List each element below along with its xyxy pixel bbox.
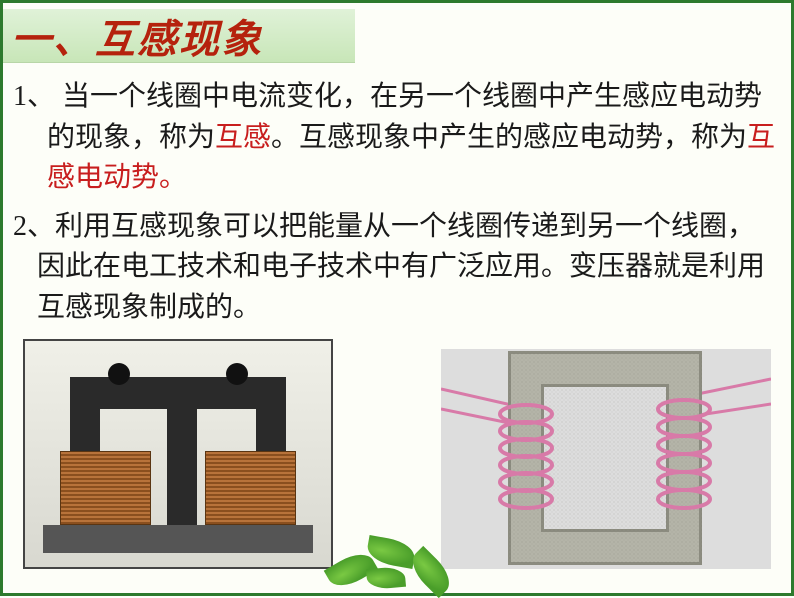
transformer-photo [23,339,333,569]
page-title: 一、互感现象 [11,7,263,65]
para1-text-b: 。互感现象中产生的感应电动势，称为 [271,122,747,153]
list-number-1: 1、 [13,81,62,112]
para2-text: 利用互感现象可以把能量从一个线圈传递到另一个线圈，因此在电工技术和电子技术中有广… [37,211,765,323]
leaf-icon [366,566,406,590]
ferrite-core-illustration [441,349,771,569]
secondary-coil [205,451,297,525]
primary-coil [60,451,152,525]
keyword-mutual-inductance: 互感 [215,122,271,153]
title-banner: 一、互感现象 [3,9,355,63]
ferrite-svg [441,349,771,569]
paragraph-1: 1、 当一个线圈中电流变化，在另一个线圈中产生感应电动势的现象，称为互感。互感现… [13,77,781,199]
core-base [43,525,312,553]
terminal-knob-1 [108,363,130,385]
left-winding [500,405,552,508]
terminal-knob-2 [226,363,248,385]
image-row [23,339,771,569]
list-number-2: 2、 [13,211,55,242]
paragraph-2: 2、利用互感现象可以把能量从一个线圈传递到另一个线圈，因此在电工技术和电子技术中… [13,207,781,329]
content-area: 1、 当一个线圈中电流变化，在另一个线圈中产生感应电动势的现象，称为互感。互感现… [13,77,781,337]
